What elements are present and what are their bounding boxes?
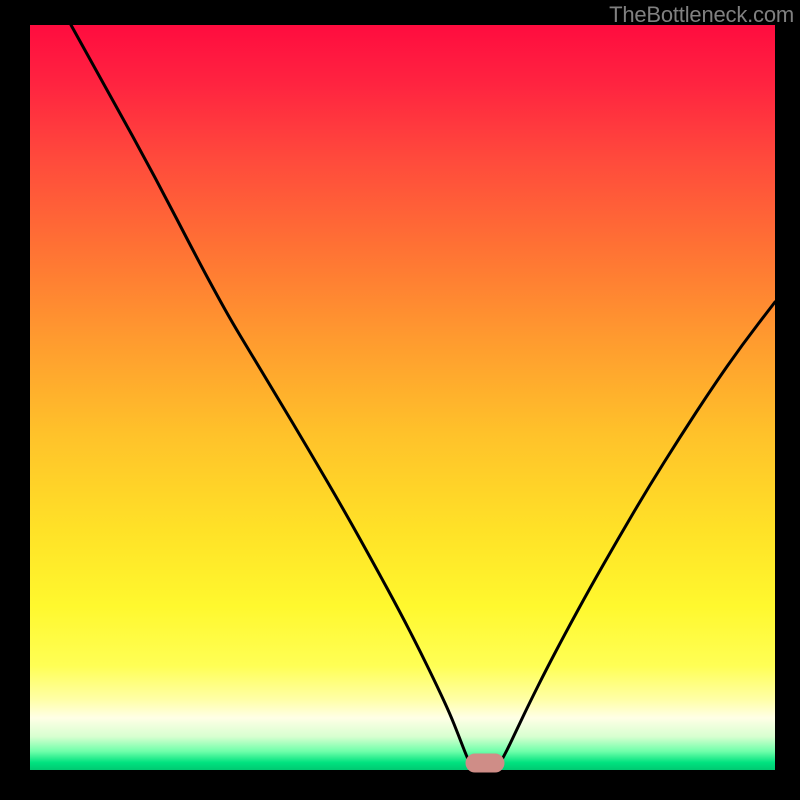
bottleneck-chart: [0, 0, 800, 800]
optimal-point-marker: [466, 754, 504, 772]
chart-container: TheBottleneck.com: [0, 0, 800, 800]
watermark-label: TheBottleneck.com: [609, 2, 794, 28]
plot-background: [30, 25, 775, 770]
